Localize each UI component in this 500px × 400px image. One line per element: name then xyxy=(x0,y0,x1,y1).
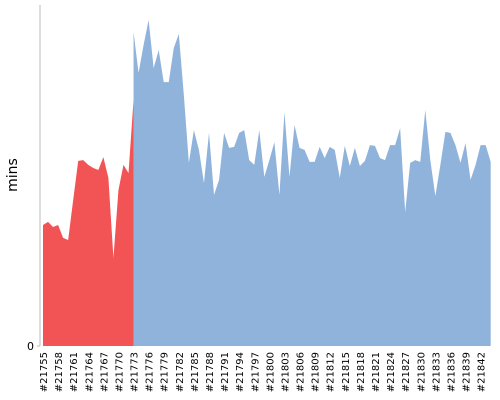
x-tick-label: #21830 xyxy=(416,352,427,392)
x-tick-label: #21821 xyxy=(371,352,382,392)
x-tick-label: #21788 xyxy=(205,352,216,392)
x-tick-label: #21818 xyxy=(356,352,367,392)
x-tick-label: #21809 xyxy=(311,352,322,392)
y-axis-label: mins xyxy=(5,158,21,192)
x-tick-label: #21776 xyxy=(145,352,156,392)
x-tick-label: #21755 xyxy=(39,352,50,392)
x-tick-label: #21767 xyxy=(99,352,110,392)
x-tick-label: #21773 xyxy=(130,352,141,392)
x-tick-label: #21806 xyxy=(296,352,307,392)
area xyxy=(43,100,134,346)
x-tick-label: #21761 xyxy=(69,352,80,392)
x-tick-label: #21758 xyxy=(54,352,65,392)
x-tick-label: #21842 xyxy=(477,352,488,392)
x-tick-label: #21779 xyxy=(160,352,171,392)
x-tick-label: #21833 xyxy=(431,352,442,392)
x-tick-label: #21770 xyxy=(114,352,125,392)
x-tick-label: #21791 xyxy=(220,352,231,392)
x-tick-label: #21764 xyxy=(84,352,95,392)
x-tick-label: #21827 xyxy=(401,352,412,392)
x-tick-label: #21812 xyxy=(326,352,337,392)
y-tick-label: 0 xyxy=(27,340,34,353)
x-tick-label: #21815 xyxy=(341,352,352,392)
x-tick-label: #21839 xyxy=(462,352,473,392)
x-tick-label: #21794 xyxy=(235,352,246,392)
x-tick-label: #21797 xyxy=(250,352,261,392)
area xyxy=(133,20,491,347)
x-tick-label: #21800 xyxy=(265,352,276,392)
x-tick-label: #21803 xyxy=(280,352,291,392)
x-tick-label: #21824 xyxy=(386,352,397,392)
x-tick-label: #21836 xyxy=(446,352,457,392)
x-tick-label: #21782 xyxy=(175,352,186,392)
x-tick-label: #21785 xyxy=(190,352,201,392)
